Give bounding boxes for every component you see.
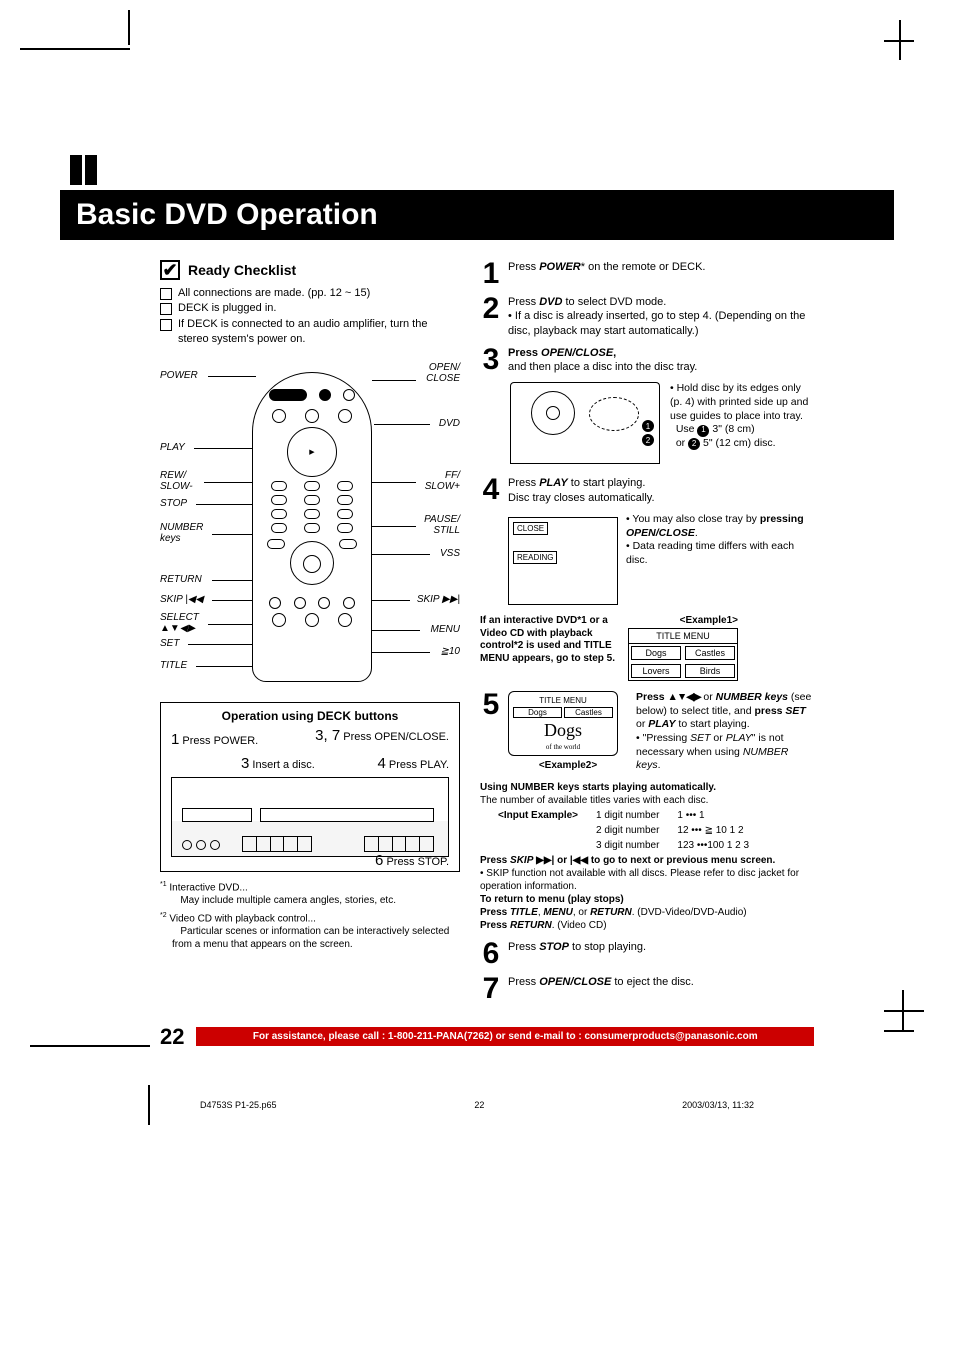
left-column: ✔ Ready Checklist All connections are ma… (160, 260, 460, 1010)
deck-title: Operation using DECK buttons (171, 709, 449, 723)
remote-label-stop: STOP (160, 498, 187, 509)
title-menu-figure: TITLE MENU DogsCastles Dogs of the world (508, 691, 618, 756)
remote-label-title: TITLE (160, 660, 187, 671)
crop-mark-top-right (884, 20, 924, 60)
page-number: 22 (160, 1024, 184, 1050)
step-5: 5 TITLE MENU DogsCastles Dogs of the wor… (480, 691, 814, 773)
remote-label-openclose: OPEN/ CLOSE (426, 362, 460, 384)
remote-label-number: NUMBER keys (160, 522, 203, 544)
remote-label-pause: PAUSE/ STILL (424, 514, 460, 536)
deck-callout-37: 3, 7 Press OPEN/CLOSE. (315, 727, 449, 744)
remote-label-set: SET (160, 638, 179, 649)
checklist-heading: Ready Checklist (188, 262, 296, 278)
remote-outline: ▶ (252, 372, 372, 682)
page-title: Basic DVD Operation (76, 198, 878, 232)
deck-callout-6: 6 Press STOP. (375, 852, 449, 869)
skip-note: • SKIP function not available with all d… (480, 867, 814, 893)
footnotes: *1 Interactive DVD... May include multip… (160, 880, 460, 952)
remote-label-skipfwd: SKIP ▶▶| (417, 594, 460, 605)
remote-label-skipback: SKIP |◀◀ (160, 594, 203, 605)
checklist-item: DECK is plugged in. (160, 301, 460, 316)
remote-label-menu: MENU (431, 624, 460, 635)
footnote-2: *2 Video CD with playback control... Par… (160, 911, 460, 951)
return-line-2: Press RETURN. (Video CD) (480, 919, 814, 932)
deck-operation-box: Operation using DECK buttons 1 Press POW… (160, 702, 460, 872)
step-4: 4 Press PLAY to start playing. Disc tray… (480, 476, 814, 505)
content-columns: ✔ Ready Checklist All connections are ma… (160, 260, 814, 1010)
remote-label-gte10: ≧10 (440, 646, 460, 657)
remote-label-play: PLAY (160, 442, 185, 453)
print-meta-line: D4753S P1-25.p65 22 2003/03/13, 11:32 (200, 1100, 754, 1110)
display-readout: CLOSE READING (508, 517, 618, 605)
remote-label-vss: VSS (440, 548, 460, 559)
remote-label-dvd: DVD (439, 418, 460, 429)
crop-mark-bottom-left (30, 1025, 150, 1125)
meta-page: 22 (474, 1100, 484, 1110)
remote-label-rew: REW/ SLOW- (160, 470, 193, 492)
return-line-1: Press TITLE, MENU, or RETURN. (DVD-Video… (480, 906, 814, 919)
crop-mark-bottom-right (884, 1010, 924, 1050)
remote-diagram: POWER PLAY REW/ SLOW- STOP NUMBER keys R… (160, 362, 460, 692)
interactive-note: If an interactive DVD*1 or a Video CD wi… (480, 615, 620, 665)
number-keys-block: Using NUMBER keys starts playing automat… (480, 781, 814, 932)
deck-callout-1: 1 Press POWER. (171, 731, 258, 748)
remote-label-power: POWER (160, 370, 198, 381)
deck-callout-3: 3 Insert a disc. (241, 755, 315, 772)
meta-file: D4753S P1-25.p65 (200, 1100, 277, 1110)
disc-icon (531, 391, 575, 435)
step-6: 6 Press STOP to stop playing. (480, 940, 814, 967)
play-dial-icon: ▶ (287, 427, 337, 477)
step-7: 7 Press OPEN/CLOSE to eject the disc. (480, 975, 814, 1002)
example1-box: TITLE MENU DogsCastles LoversBirds (628, 628, 738, 681)
disc-insert-figure-row: 1 2 • Hold disc by its edges only (p. 4)… (510, 382, 814, 466)
right-column: 1 Press POWER* on the remote or DECK. 2 … (480, 260, 814, 1010)
checkmark-icon: ✔ (160, 260, 180, 280)
footnote-1: *1 Interactive DVD... May include multip… (160, 880, 460, 907)
crop-registration-left (70, 155, 100, 185)
disc-tray-figure: 1 2 (510, 382, 660, 466)
step-1: 1 Press POWER* on the remote or DECK. (480, 260, 814, 287)
remote-label-select: SELECT ▲▼◀▶ (160, 612, 199, 634)
example2-label: <Example2> (508, 760, 628, 771)
checklist-item: If DECK is connected to an audio amplifi… (160, 317, 460, 348)
deck-diagram (171, 777, 449, 857)
remote-label-return: RETURN (160, 574, 202, 585)
assistance-bar: For assistance, please call : 1-800-211-… (196, 1027, 814, 1046)
skip-instruction: Press SKIP ▶▶| or |◀◀ to go to next or p… (480, 854, 814, 867)
deck-callout-4: 4 Press PLAY. (377, 755, 449, 772)
interactive-note-row: If an interactive DVD*1 or a Video CD wi… (480, 615, 814, 681)
return-heading: To return to menu (play stops) (480, 893, 814, 906)
checklist-header: ✔ Ready Checklist (160, 260, 460, 280)
example1-label: <Example1> (628, 615, 738, 626)
disc-note: • Hold disc by its edges only (p. 4) wit… (670, 382, 814, 466)
guide-markers: 1 2 (642, 420, 654, 446)
step4-display-row: CLOSE READING • You may also close tray … (488, 513, 814, 609)
step5-instructions: Press ▲▼◀▶ or NUMBER keys (see below) to… (636, 691, 814, 773)
crop-mark-top-left (20, 10, 130, 170)
checklist: All connections are made. (pp. 12 ~ 15) … (160, 286, 460, 348)
remote-label-ff: FF/ SLOW+ (425, 470, 460, 492)
step-2: 2 Press DVD to select DVD mode. • If a d… (480, 295, 814, 338)
page-title-bar: Basic DVD Operation (60, 190, 894, 240)
input-example-table: <Input Example> 1 digit number1 ••• 1 2 … (488, 807, 759, 854)
footer-bar: 22 For assistance, please call : 1-800-2… (160, 1024, 814, 1050)
step-3: 3 Press OPEN/CLOSE, and then place a dis… (480, 346, 814, 375)
checklist-item: All connections are made. (pp. 12 ~ 15) (160, 286, 460, 301)
meta-date: 2003/03/13, 11:32 (682, 1100, 754, 1110)
